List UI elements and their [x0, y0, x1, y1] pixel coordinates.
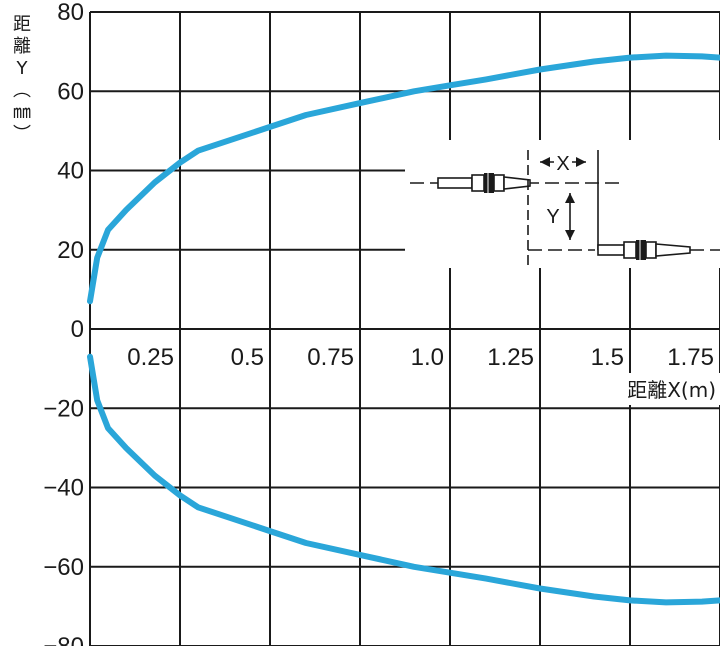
y-axis-title-char-4: ㎜: [13, 102, 31, 123]
y-tick-label-2: 40: [57, 158, 84, 185]
y-tick-label-3: 20: [57, 237, 84, 264]
inset-x-label: X: [556, 153, 569, 175]
sensor-position-inset: X Y: [410, 150, 720, 270]
x-tick-label-3: 1.0: [411, 344, 444, 371]
y-tick-label-5: −20: [43, 395, 84, 422]
lower-boundary-curve: [87, 353, 720, 606]
y-tick-label-1: 60: [57, 78, 84, 105]
y-axis-title-char-5: ︶: [13, 124, 31, 145]
x-axis-title-background: [595, 373, 720, 405]
x-axis-title: 距離X(m): [627, 378, 716, 402]
x-tick-label-4: 1.25: [487, 344, 534, 371]
y-axis-title: 距離Y︵㎜︶: [13, 14, 31, 145]
y-axis-title-char-2: Y: [16, 58, 29, 79]
tick-labels: 80 60 40 20 0 −20 −40 −60 −80 0.25 0.5 0.75 1.0 1.25 1…: [43, 0, 714, 646]
y-tick-label-6: −40: [43, 475, 84, 502]
x-tick-label-6: 1.75: [667, 344, 714, 371]
arrow-left-icon: [540, 157, 550, 167]
emitter-sensor-icon: [437, 173, 531, 193]
arrow-up-icon: [565, 193, 575, 203]
upper-boundary-curve: [87, 52, 720, 305]
y-tick-label-0: 80: [57, 0, 84, 26]
y-axis-title-char-1: 離: [13, 36, 31, 57]
y-tick-label-7: −60: [43, 554, 84, 581]
y-tick-label-8: −80: [43, 633, 84, 646]
arrow-right-icon: [576, 157, 586, 167]
y-axis-title-char-0: 距: [13, 14, 31, 35]
curves: [87, 52, 720, 606]
receiver-sensor-icon: [597, 240, 691, 260]
inset-y-label: Y: [546, 206, 559, 228]
x-tick-label-5: 1.5: [591, 344, 624, 371]
x-tick-label-2: 0.75: [307, 344, 354, 371]
x-tick-label-0: 0.25: [127, 344, 174, 371]
y-axis-title-char-3: ︵: [13, 80, 31, 101]
y-tick-label-4: 0: [71, 316, 84, 343]
arrow-down-icon: [565, 230, 575, 240]
x-tick-label-1: 0.5: [231, 344, 264, 371]
